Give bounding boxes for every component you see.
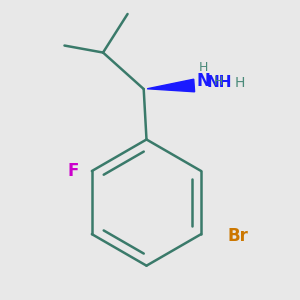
- Text: H: H: [213, 75, 223, 88]
- Polygon shape: [147, 79, 195, 92]
- Text: H: H: [235, 76, 245, 90]
- Text: H: H: [199, 61, 208, 74]
- Text: N: N: [196, 72, 210, 90]
- Text: Br: Br: [228, 226, 249, 244]
- Text: NH: NH: [207, 75, 232, 90]
- Text: F: F: [68, 162, 79, 180]
